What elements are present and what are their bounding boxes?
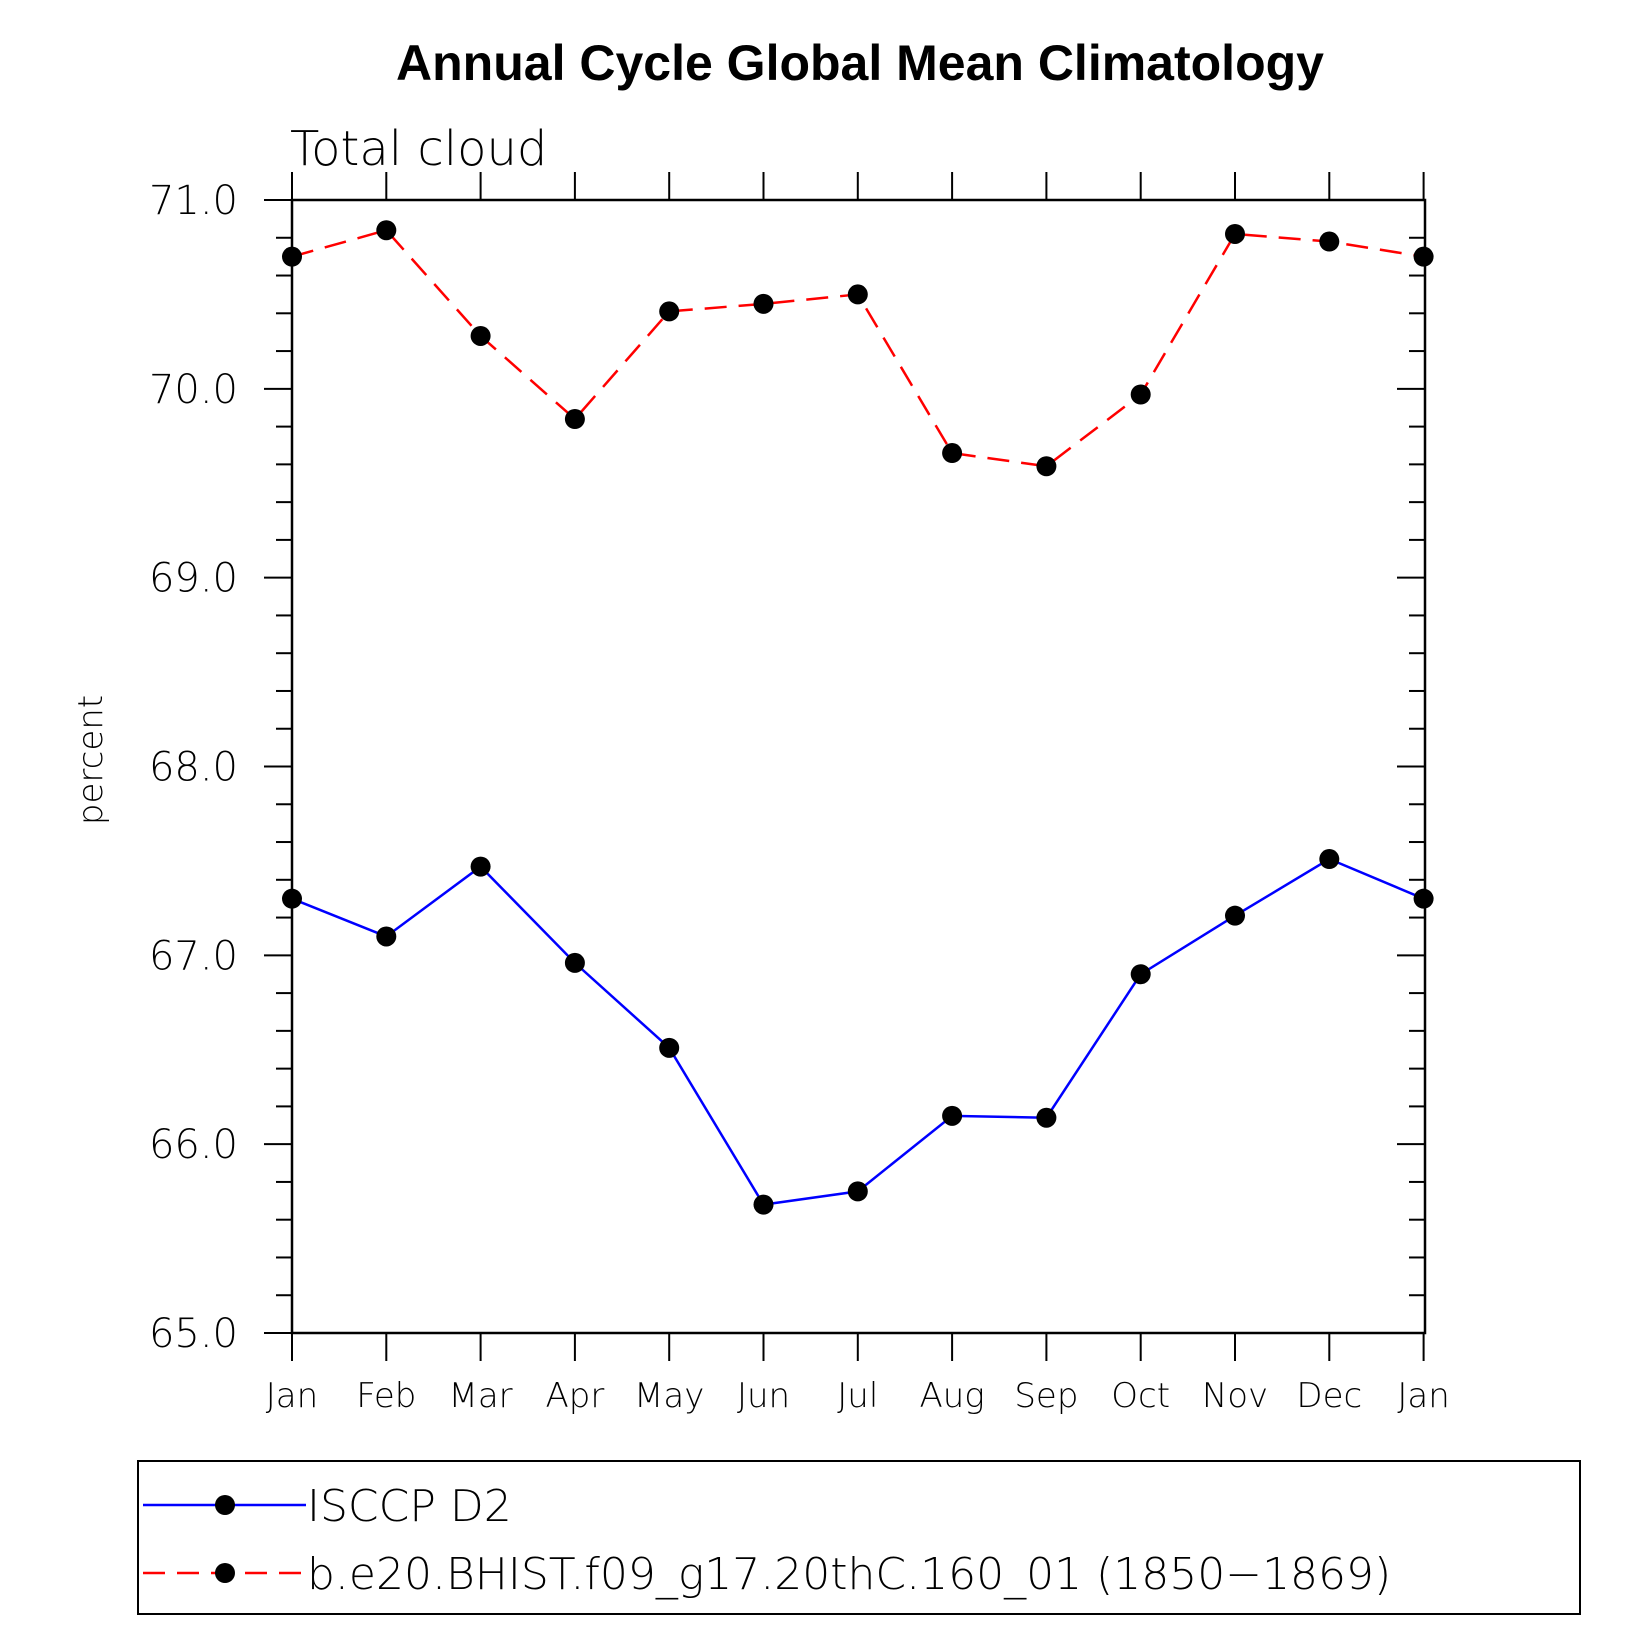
chart-subtitle: Total cloud — [290, 121, 547, 177]
legend-marker — [215, 1495, 235, 1515]
data-point — [564, 409, 585, 430]
legend-box — [137, 1460, 1581, 1615]
data-point — [753, 293, 774, 314]
x-tick-label: Jan — [1397, 1376, 1449, 1416]
data-point — [1130, 964, 1151, 985]
legend-label: b.e20.BHIST.f09_g17.20thC.160_01 (1850−1… — [307, 1549, 1391, 1600]
data-point — [470, 325, 491, 346]
x-tick-label: Feb — [356, 1376, 416, 1416]
y-tick-label: 70.0 — [149, 367, 238, 413]
data-point — [847, 284, 868, 305]
x-tick-label: Jul — [837, 1376, 878, 1416]
axes: 65.0 66.0 67.0 68.0 69.0 70.0 71.0 Jan Feb Mar Apr… — [149, 172, 1450, 1416]
y-tick-label: 67.0 — [149, 933, 238, 979]
data-point — [1319, 231, 1340, 252]
data-point — [753, 1194, 774, 1215]
series-line — [291, 228, 1424, 468]
data-point — [376, 220, 397, 241]
data-point — [942, 443, 963, 464]
data-point — [847, 1181, 868, 1202]
y-tick-label: 69.0 — [149, 556, 238, 602]
series-line — [291, 857, 1425, 1206]
data-point — [659, 301, 680, 322]
x-tick-label: Jan — [266, 1376, 318, 1416]
series-2 — [282, 220, 1434, 477]
data-point — [1225, 223, 1245, 244]
data-point — [564, 952, 585, 973]
x-tick-label: Mar — [449, 1376, 513, 1416]
x-tick-label: Oct — [1111, 1376, 1170, 1416]
plot-frame — [290, 198, 1427, 1335]
data-point — [1225, 905, 1245, 926]
y-tick-label: 66.0 — [149, 1122, 238, 1168]
y-tick-label: 65.0 — [149, 1311, 238, 1357]
data-point — [1319, 849, 1340, 870]
data-point — [1413, 888, 1434, 909]
data-point — [1130, 384, 1151, 405]
x-tick-label: May — [634, 1376, 704, 1416]
y-tick-label: 71.0 — [149, 178, 238, 224]
x-tick-label: Apr — [545, 1376, 604, 1416]
x-tick-label: Sep — [1014, 1376, 1078, 1416]
x-tick-label: Aug — [919, 1376, 984, 1416]
data-point — [659, 1037, 680, 1058]
chart-title: Annual Cycle Global Mean Climatology — [396, 35, 1324, 91]
series-layer — [282, 220, 1434, 1215]
x-tick-label: Nov — [1202, 1376, 1268, 1416]
y-tick-label: 68.0 — [149, 745, 238, 791]
data-point — [376, 926, 397, 947]
data-point — [1036, 1107, 1057, 1128]
x-tick-label: Jun — [737, 1376, 790, 1416]
x-tick-label: Dec — [1296, 1376, 1362, 1416]
data-point — [942, 1105, 963, 1126]
data-point — [282, 888, 302, 909]
data-point — [470, 856, 491, 877]
legend-marker — [215, 1563, 235, 1583]
legend-label: ISCCP D2 — [307, 1481, 512, 1532]
data-point — [1413, 246, 1434, 267]
y-axis-label: percent — [71, 695, 111, 825]
legend: ISCCP D2 b.e20.BHIST.f09_g17.20thC.160_01… — [137, 1460, 1581, 1615]
data-point — [1036, 456, 1057, 477]
series-1 — [282, 849, 1434, 1215]
data-point — [282, 246, 302, 267]
